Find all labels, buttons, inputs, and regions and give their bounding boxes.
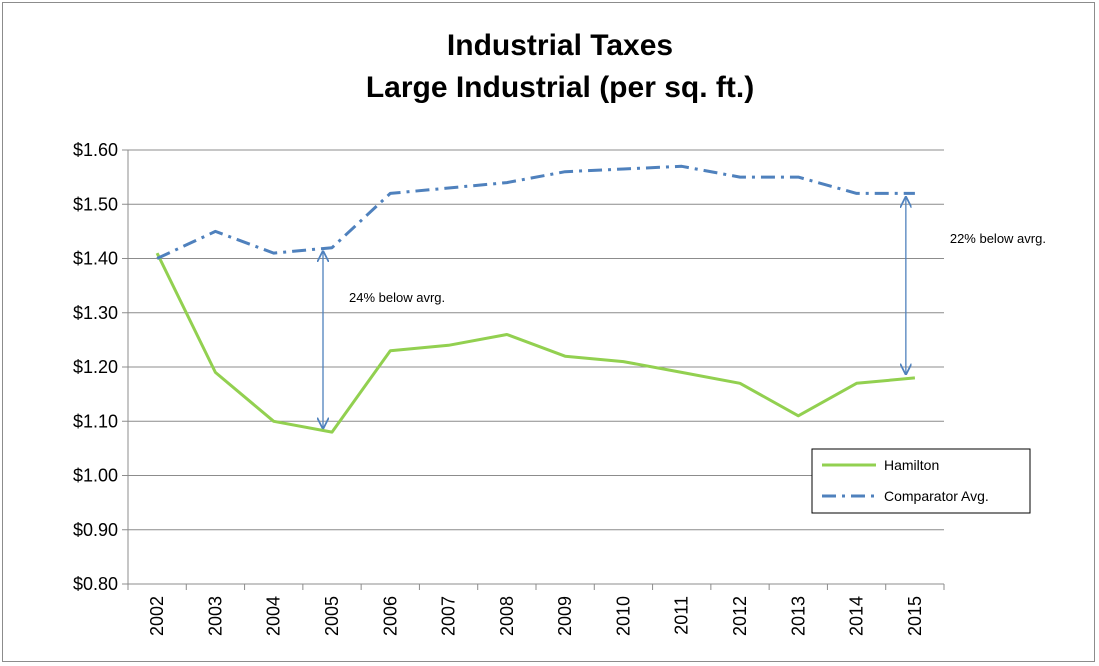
series — [155, 164, 916, 434]
annotation-label: 22% below avrg. — [950, 231, 1046, 246]
y-tick-label: $1.50 — [73, 194, 118, 214]
series-line-comparator — [156, 164, 915, 260]
y-tick-label: $0.90 — [73, 520, 118, 540]
y-tick-label: $1.10 — [73, 411, 118, 431]
y-axis-ticks: $1.60 $1.50 $1.40 $1.30 $1.20 $1.10 $1.00 $0.90… — [73, 140, 128, 594]
x-axis-ticks: 2002 2003 2004 2005 2006 2007 2008 2009 2010 2011… — [127, 584, 945, 636]
annotations: 24% below avrg. 22% below avrg. — [323, 197, 1046, 428]
x-tick-label: 2008 — [497, 596, 517, 636]
y-tick-label: $1.60 — [73, 140, 118, 160]
annotation-label: 24% below avrg. — [349, 290, 445, 305]
legend-label-hamilton: Hamilton — [884, 457, 939, 473]
series-line-hamilton — [155, 252, 916, 434]
x-tick-label: 2013 — [788, 596, 808, 636]
y-tick-label: $1.40 — [73, 249, 118, 269]
x-tick-label: 2004 — [264, 596, 284, 636]
y-tick-label: $1.00 — [73, 466, 118, 486]
x-tick-label: 2007 — [439, 596, 459, 636]
y-tick-label: $1.20 — [73, 357, 118, 377]
x-tick-label: 2010 — [613, 596, 633, 636]
legend-box — [811, 448, 1031, 514]
x-tick-label: 2006 — [380, 596, 400, 636]
y-tick-label: $0.80 — [73, 574, 118, 594]
x-tick-label: 2005 — [322, 596, 342, 636]
chart-subtitle: Large Industrial (per sq. ft.) — [366, 71, 754, 104]
x-tick-label: 2002 — [147, 596, 167, 636]
x-tick-label: 2012 — [730, 596, 750, 636]
legend: Hamilton Comparator Avg. — [811, 448, 1031, 514]
gridlines — [128, 149, 944, 531]
x-tick-label: 2015 — [905, 596, 925, 636]
x-tick-label: 2014 — [847, 596, 867, 636]
y-tick-label: $1.30 — [73, 303, 118, 323]
chart-title: Industrial Taxes — [447, 29, 673, 62]
x-tick-label: 2003 — [205, 596, 225, 636]
x-tick-label: 2011 — [672, 596, 692, 635]
legend-label-comparator: Comparator Avg. — [884, 488, 989, 504]
x-tick-label: 2009 — [555, 596, 575, 636]
